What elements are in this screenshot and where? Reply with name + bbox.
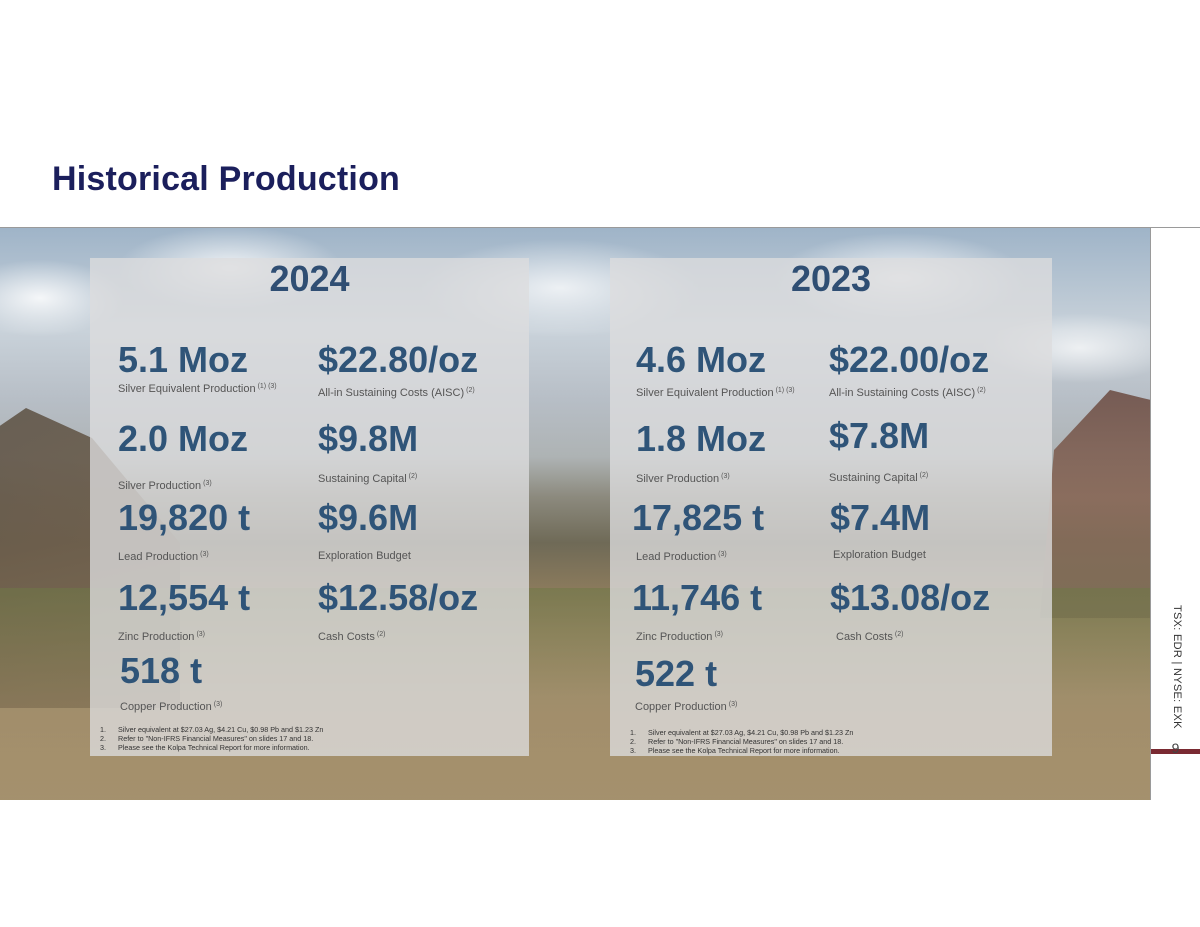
metric-value: 518 t (120, 650, 203, 691)
metric-silver-equivalent: 4.6 Moz Silver Equivalent Production (1) … (636, 340, 795, 400)
metric-value: 17,825 t (632, 497, 765, 538)
footnote: 2. Refer to "Non-IFRS Financial Measures"… (100, 734, 314, 743)
footnote-ref: (1) (3) (257, 383, 277, 390)
metric-value: $7.8M (829, 415, 930, 456)
footnote-ref: (3) (728, 701, 738, 708)
metric-label: Silver Production (3) (118, 480, 212, 492)
metric-label: Zinc Production (3) (118, 631, 205, 643)
footnote-ref: (2) (466, 387, 475, 394)
metric-label: Copper Production (3) (635, 701, 738, 713)
metric-value: 4.6 Moz (636, 339, 767, 380)
metric-exploration-budget: $9.6M Exploration Budget (318, 498, 418, 563)
footnote: 2. Refer to "Non-IFRS Financial Measures"… (630, 737, 844, 746)
metric-value: 19,820 t (118, 497, 251, 538)
metric-label: Silver Equivalent Production (1) (3) (636, 387, 795, 399)
metric-label: Exploration Budget (318, 550, 411, 562)
metric-label: All-in Sustaining Costs (AISC) (2) (318, 387, 475, 399)
metric-label: Silver Production (3) (636, 473, 730, 485)
metric-label: Cash Costs (2) (836, 631, 904, 643)
metric-label: Exploration Budget (833, 549, 926, 561)
footnote-ref: (2) (376, 631, 386, 638)
metric-value: 11,746 t (632, 577, 763, 618)
metric-label: Zinc Production (3) (636, 631, 723, 643)
metric-value: $9.8M (318, 418, 419, 459)
metric-sustaining-capital: $7.8M Sustaining Capital (2) (829, 416, 929, 485)
footnote-ref: (3) (196, 631, 205, 638)
metric-sustaining-capital: $9.8M Sustaining Capital (2) (318, 419, 418, 486)
footnote: 1. Silver equivalent at $27.03 Ag, $4.21 … (100, 725, 324, 734)
metric-exploration-budget: $7.4M Exploration Budget (830, 498, 930, 562)
footnote-ref: (3) (718, 551, 727, 558)
metric-value: 2.0 Moz (118, 418, 249, 459)
footnote-ref: (2) (894, 631, 904, 638)
metric-value: $9.6M (318, 497, 419, 538)
metric-aisc: $22.80/oz All-in Sustaining Costs (AISC)… (318, 340, 478, 400)
metric-label: Cash Costs (2) (318, 631, 386, 643)
year-heading: 2024 (269, 258, 350, 299)
metric-value: $12.58/oz (318, 577, 479, 618)
footnote-ref: (3) (200, 551, 209, 558)
metric-value: $22.00/oz (829, 339, 990, 380)
ticker-symbols: TSX: EDR | NYSE: EXK (1171, 605, 1183, 729)
accent-bar (1151, 749, 1200, 754)
metric-copper-production: 522 t Copper Production (3) (635, 654, 737, 714)
footnote-ref: (3) (213, 701, 223, 708)
footnote: 3. Please see the Kolpa Technical Report … (100, 743, 310, 752)
footnote-ref: (1) (3) (775, 387, 795, 394)
footnotes: 1. Silver equivalent at $27.03 Ag, $4.21 … (100, 725, 323, 752)
footnote-ref: (2) (408, 473, 418, 480)
metric-aisc: $22.00/oz All-in Sustaining Costs (AISC)… (829, 340, 989, 400)
metric-label: Sustaining Capital (2) (829, 472, 929, 484)
footnote-ref: (2) (919, 472, 929, 479)
page-title: Historical Production (52, 160, 401, 198)
metric-label: Silver Equivalent Production (1) (3) (118, 383, 277, 395)
footnotes: 1. Silver equivalent at $27.03 Ag, $4.21 … (630, 728, 853, 755)
metric-value: 1.8 Moz (636, 418, 767, 459)
metric-silver-equivalent: 5.1 Moz Silver Equivalent Production (1) … (118, 340, 277, 396)
metric-label: Sustaining Capital (2) (318, 473, 418, 485)
year-heading: 2023 (790, 258, 872, 299)
page-number: 9 (1171, 740, 1180, 756)
metric-zinc-production: 11,746 t Zinc Production (3) (632, 578, 762, 644)
metric-value: 12,554 t (118, 577, 251, 618)
metric-silver-production: 2.0 Moz Silver Production (3) (118, 419, 248, 493)
metric-value: 5.1 Moz (118, 339, 249, 380)
footnote-ref: (3) (721, 473, 730, 480)
metric-value: $13.08/oz (830, 577, 991, 618)
metric-lead-production: 17,825 t Lead Production (3) (632, 498, 764, 564)
metric-cash-costs: $13.08/oz Cash Costs (2) (830, 578, 990, 644)
metric-label: All-in Sustaining Costs (AISC) (2) (829, 387, 986, 399)
metric-cash-costs: $12.58/oz Cash Costs (2) (318, 578, 478, 644)
footnote-ref: (3) (714, 631, 723, 638)
panel-2023: 2023 4.6 Moz Silver Equivalent Productio… (610, 258, 1052, 756)
sidebar-divider (1150, 228, 1151, 800)
metric-label: Lead Production (3) (118, 551, 209, 563)
metric-label: Lead Production (3) (636, 551, 727, 563)
metric-silver-production: 1.8 Moz Silver Production (3) (636, 419, 766, 486)
footnote: 3. Please see the Kolpa Technical Report … (630, 746, 840, 755)
footnote-ref: (3) (203, 480, 212, 487)
photo-hill-right (1040, 390, 1150, 618)
metric-value: $22.80/oz (318, 339, 479, 380)
panel-2024: 2024 5.1 Moz Silver Equivalent Productio… (90, 258, 529, 756)
title-divider (0, 227, 1200, 228)
metric-label: Copper Production (3) (120, 701, 223, 713)
metric-copper-production: 518 t Copper Production (3) (120, 651, 222, 714)
metric-value: $7.4M (830, 497, 931, 538)
footnote: 1. Silver equivalent at $27.03 Ag, $4.21 … (630, 728, 854, 737)
metric-zinc-production: 12,554 t Zinc Production (3) (118, 578, 250, 644)
metric-value: 522 t (635, 653, 718, 694)
metric-lead-production: 19,820 t Lead Production (3) (118, 498, 250, 564)
footnote-ref: (2) (977, 387, 986, 394)
